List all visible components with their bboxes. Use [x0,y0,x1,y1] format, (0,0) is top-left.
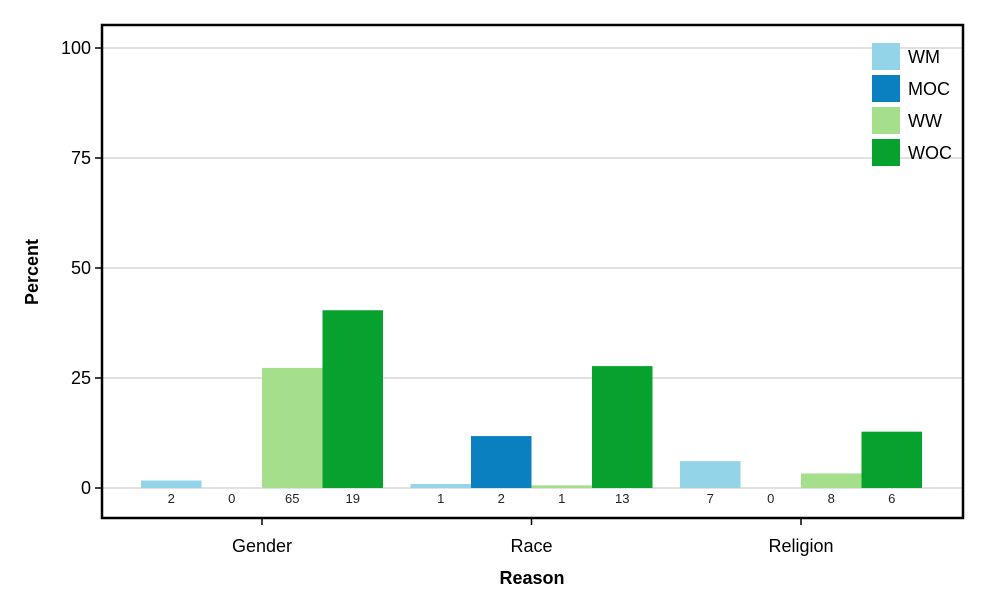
x-axis-ticks: Gender Race Religion [232,518,834,556]
legend-label: MOC [908,79,950,99]
bar-count-label: 6 [888,491,895,506]
x-category-label: Gender [232,536,292,556]
bar-wm-gender [141,480,202,488]
bar-count-label: 1 [437,491,444,506]
y-tick-label: 50 [71,258,91,278]
bar-moc-race [471,436,532,488]
bar-count-label: 0 [767,491,774,506]
bar-count-label: 65 [285,491,299,506]
legend-swatch-moc [872,75,900,102]
y-tick-label: 25 [71,368,91,388]
y-axis-ticks: 0 25 50 75 100 [61,38,102,498]
bar-count-label: 13 [615,491,629,506]
bar-count-labels: 2 0 65 19 1 2 1 13 7 0 8 6 [168,491,896,506]
legend-label: WM [908,47,940,67]
y-tick-label: 75 [71,148,91,168]
x-axis-title: Reason [499,568,564,588]
bar-count-label: 2 [168,491,175,506]
plot-frame [100,23,965,520]
bar-count-label: 7 [707,491,714,506]
bar-woc-religion [861,431,922,488]
bar-count-label: 8 [828,491,835,506]
bars [141,310,922,488]
y-tick-label: 0 [81,478,91,498]
y-tick-label: 100 [61,38,91,58]
legend-label: WW [908,111,942,131]
bar-count-label: 0 [228,491,235,506]
legend-swatch-wm [872,43,900,70]
legend-swatch-ww [872,107,900,134]
x-category-label: Race [510,536,552,556]
bar-ww-gender [262,367,323,488]
bar-woc-race [592,366,653,488]
bar-ww-race [531,485,592,488]
bar-count-label: 1 [558,491,565,506]
x-category-label: Religion [768,536,833,556]
bar-count-label: 19 [346,491,360,506]
bar-wm-religion [680,461,741,488]
bar-wm-race [410,484,471,488]
bar-woc-gender [322,310,383,488]
bar-count-label: 2 [498,491,505,506]
legend-label: WOC [908,143,952,163]
y-axis-title: Percent [22,239,42,305]
legend-swatch-woc [872,139,900,166]
legend: WM MOC WW WOC [872,43,952,166]
gridlines [103,47,962,489]
bar-ww-religion [801,473,862,488]
